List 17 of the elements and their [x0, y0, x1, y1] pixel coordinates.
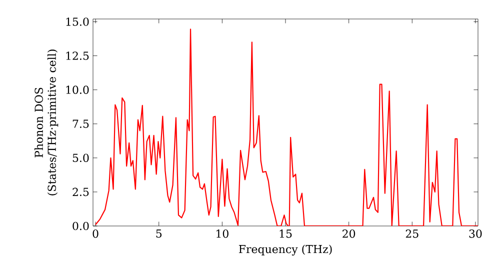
y-tick-label: 10.0 — [66, 86, 89, 94]
x-tick-label: 20 — [342, 230, 356, 238]
x-tick-label: 15 — [280, 230, 292, 238]
y-tick-label: 7.5 — [72, 120, 89, 128]
x-axis-title: Frequency (THz) — [238, 244, 332, 256]
x-tick-label: 25 — [406, 230, 418, 238]
x-tick-label: 5 — [156, 230, 162, 238]
x-tick-label: 0 — [92, 230, 98, 238]
y-axis-title: Phonon DOS (States/THz·primitive cell) — [34, 50, 58, 196]
y-tick-label: 2.5 — [72, 188, 89, 196]
line-series — [94, 28, 478, 226]
y-tick-label: 5.0 — [72, 154, 89, 162]
y-tick-label: 0.0 — [72, 222, 89, 230]
x-tick-label: 30 — [469, 230, 482, 238]
y-tick-label: 15.0 — [66, 18, 89, 26]
x-tick-label: 10 — [216, 230, 228, 238]
y-tick-label: 12.5 — [66, 52, 89, 60]
